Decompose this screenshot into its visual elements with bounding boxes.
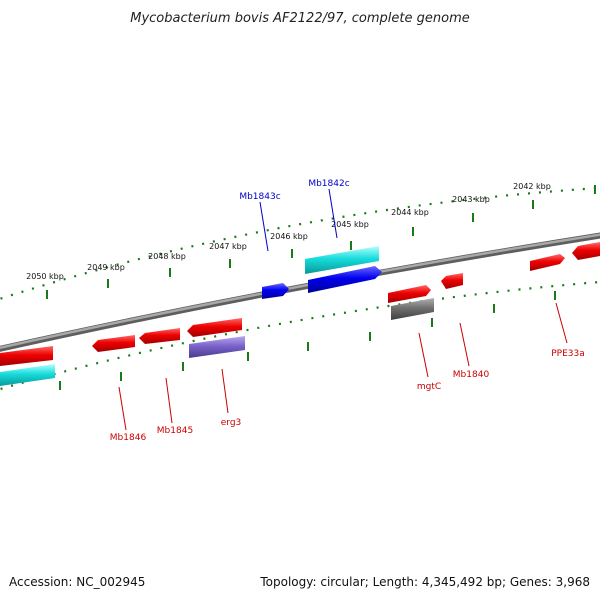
gene-labels: Mb1843c Mb1842c Mb1846 Mb1845 erg3 mgtC … [110, 179, 585, 443]
kbp-labels: 2042 kbp 2043 kbp 2044 kbp 2045 kbp 2046… [26, 182, 551, 281]
leader-lines [118, 188, 568, 431]
gene-mgtc-cds[interactable] [391, 298, 434, 320]
gene-mb1843c[interactable] [262, 283, 289, 299]
map-title: Mycobacterium bovis AF2122/97, complete … [130, 11, 469, 26]
kbp-label-2045: 2045 kbp [331, 220, 369, 229]
topology-text: Topology: circular; Length: 4,345,492 bp… [259, 575, 590, 589]
kbp-label-2042: 2042 kbp [513, 182, 551, 191]
kbp-label-2049: 2049 kbp [87, 263, 125, 272]
gene-mb1845[interactable] [139, 328, 180, 344]
gene-label-mb1840: Mb1840 [453, 370, 490, 380]
kbp-label-2048: 2048 kbp [148, 252, 186, 261]
kbp-label-2047: 2047 kbp [209, 242, 247, 251]
gene-label-ppe33a: PPE33a [551, 349, 585, 359]
kbp-label-2043: 2043 kbp [452, 195, 490, 204]
gene-label-mb1846: Mb1846 [110, 433, 147, 443]
accession-text: Accession: NC_002945 [9, 575, 145, 589]
gene-mb1842c-cds[interactable] [305, 246, 379, 274]
kbp-label-2050: 2050 kbp [26, 272, 64, 281]
gene-right-1[interactable] [572, 242, 600, 260]
gene-mb1846[interactable] [92, 335, 135, 352]
kbp-label-2044: 2044 kbp [391, 208, 429, 217]
gene-mb1842c[interactable] [308, 266, 382, 293]
major-ticks [46, 185, 596, 390]
gene-label-mb1843c: Mb1843c [239, 192, 280, 202]
gene-left-1-cds[interactable] [0, 364, 55, 386]
tick-ring-inner [0, 280, 600, 391]
kbp-label-2046: 2046 kbp [270, 232, 308, 241]
gene-ppe33a[interactable] [530, 254, 565, 271]
gene-mgtc[interactable] [388, 285, 431, 303]
gene-mb1840[interactable] [441, 273, 463, 289]
genome-backbone [0, 232, 600, 352]
gene-label-mb1845: Mb1845 [157, 426, 193, 436]
gene-left-1[interactable] [0, 346, 53, 366]
gene-label-mgtc: mgtC [417, 382, 441, 392]
gene-erg3-cds[interactable] [189, 336, 245, 358]
gene-label-erg3: erg3 [221, 418, 242, 428]
gene-label-mb1842c: Mb1842c [308, 179, 349, 189]
gene-erg3[interactable] [187, 318, 242, 337]
